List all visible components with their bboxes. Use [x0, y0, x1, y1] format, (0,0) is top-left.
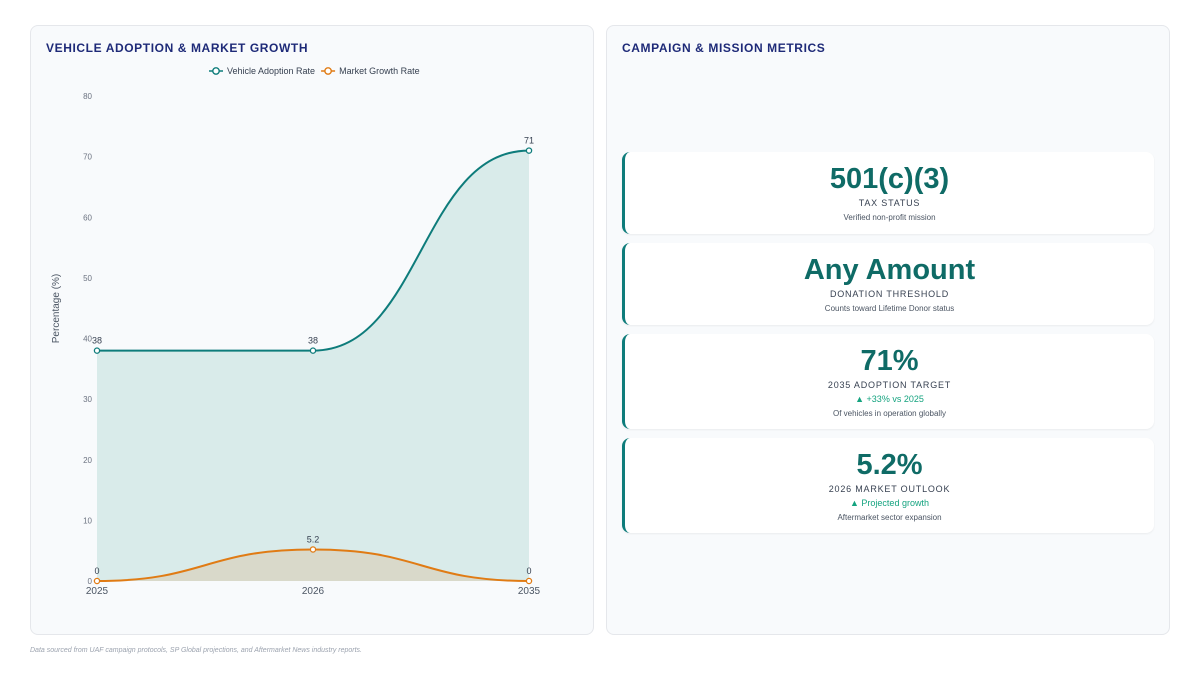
metric-value: 71%: [860, 345, 919, 377]
y-tick-label: 30: [83, 395, 92, 404]
market-growth-rate-data-label: 0: [94, 566, 99, 576]
metrics-panel: CAMPAIGN & MISSION METRICS 501(c)(3) TAX…: [606, 25, 1170, 635]
vehicle-adoption-rate-data-label: 38: [92, 336, 102, 346]
metric-description: Counts toward Lifetime Donor status: [824, 304, 955, 313]
metrics-panel-title: CAMPAIGN & MISSION METRICS: [622, 41, 826, 55]
vehicle-adoption-rate-point: [93, 347, 101, 354]
chart-panel-title: VEHICLE ADOPTION & MARKET GROWTH: [46, 41, 309, 55]
x-tick-label: 2025: [86, 586, 109, 597]
y-tick-label: 50: [83, 274, 92, 283]
market-growth-rate-point: [525, 577, 533, 585]
vehicle-adoption-rate-legend-marker: [212, 67, 220, 75]
y-tick-label: 60: [83, 213, 92, 222]
metric-value: 5.2%: [856, 449, 923, 481]
x-tick-label: 2026: [302, 586, 325, 597]
y-tick-label: 70: [83, 153, 92, 162]
y-tick-label: 80: [83, 92, 92, 101]
x-tick-label: 2035: [518, 586, 541, 597]
y-tick-label: 20: [83, 456, 92, 465]
adoption-growth-chart: 0 10 20 30 40 50 60 70 80 2025 2026 2035 Percentage …: [51, 66, 541, 597]
y-tick-label: 10: [83, 516, 92, 525]
market-growth-rate-legend-label: Market Growth Rate: [339, 66, 420, 76]
metric-label: TAX STATUS: [858, 198, 921, 208]
metric-value: 501(c)(3): [829, 163, 950, 195]
market-growth-rate-area: [97, 549, 529, 581]
vehicle-adoption-rate-line: [97, 149, 530, 352]
metric-label: DONATION THRESHOLD: [829, 289, 950, 299]
vehicle-adoption-rate-point: [525, 147, 533, 154]
metric-trend: ▲ +33% vs 2025: [855, 394, 924, 404]
market-growth-rate-point: [93, 577, 101, 585]
chart-panel: VEHICLE ADOPTION & MARKET GROWTH 0 10 20 30…: [30, 25, 594, 635]
vehicle-adoption-rate-point: [309, 347, 317, 354]
metric-value: Any Amount: [803, 254, 976, 286]
metric-card-market-outlook: 5.2% 2026 MARKET OUTLOOK ▲ Projected gro…: [622, 438, 1154, 533]
metric-description: Of vehicles in operation globally: [833, 409, 946, 418]
metric-card-donation-threshold: Any Amount DONATION THRESHOLD Counts tow…: [622, 243, 1154, 325]
metric-card-adoption-target: 71% 2035 ADOPTION TARGET ▲ +33% vs 2025 …: [622, 334, 1154, 429]
market-growth-rate-legend-marker: [324, 67, 332, 75]
market-growth-rate-data-label: 5.2: [307, 534, 320, 544]
metric-trend: ▲ Projected growth: [850, 498, 929, 508]
market-growth-rate-data-label: 0: [526, 566, 531, 576]
metric-label: 2035 ADOPTION TARGET: [827, 380, 952, 390]
metric-card-tax-status: 501(c)(3) TAX STATUS Verified non-profit…: [622, 152, 1154, 234]
vehicle-adoption-rate-area: [97, 150, 529, 581]
metric-description: Aftermarket sector expansion: [837, 513, 942, 522]
metric-label: 2026 MARKET OUTLOOK: [828, 484, 951, 494]
vehicle-adoption-rate-legend-label: Vehicle Adoption Rate: [227, 66, 315, 76]
y-axis-title: Percentage (%): [51, 274, 62, 343]
footer-note: Data sourced from UAF campaign protocols…: [30, 647, 362, 654]
metric-description: Verified non-profit mission: [843, 213, 936, 222]
vehicle-adoption-rate-data-label: 38: [308, 336, 318, 346]
market-growth-rate-point: [309, 546, 317, 553]
y-tick-label: 0: [88, 577, 93, 586]
vehicle-adoption-rate-data-label: 71: [524, 136, 534, 146]
y-tick-label: 40: [83, 335, 92, 344]
